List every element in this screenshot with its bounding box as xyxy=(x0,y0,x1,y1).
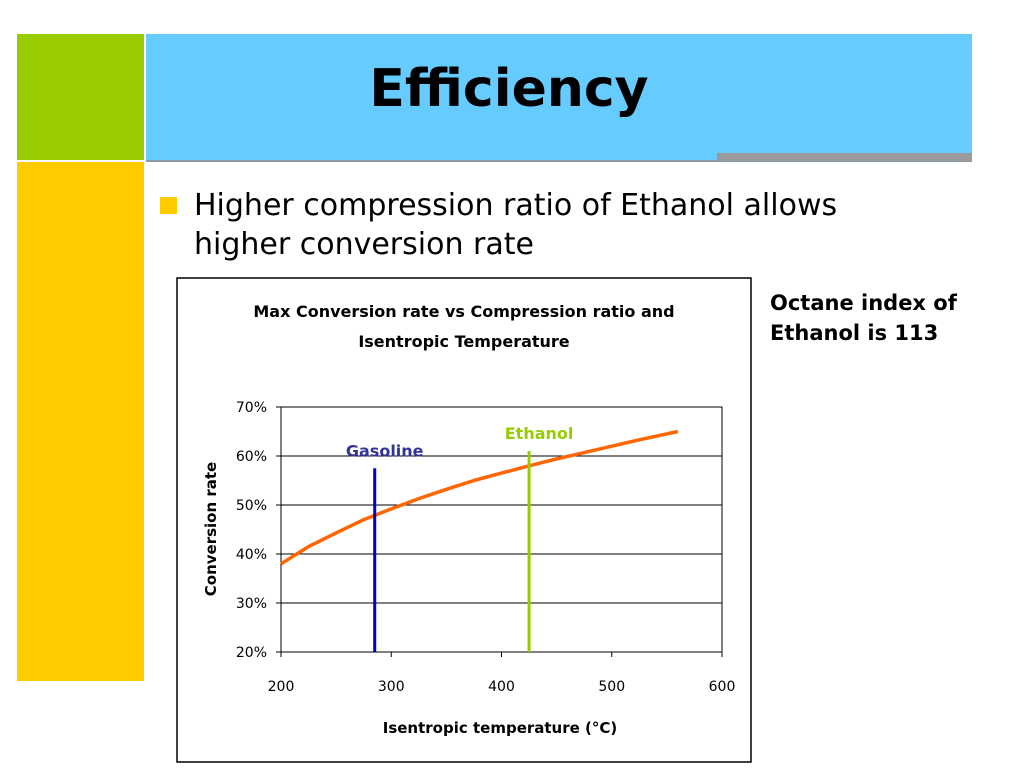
ethanol-label: Ethanol xyxy=(505,424,574,443)
y-tick-label: 30% xyxy=(236,596,267,612)
x-tick-label: 300 xyxy=(378,679,405,695)
title-bar xyxy=(146,34,972,160)
side-note: Octane index of Ethanol is 113 xyxy=(770,291,957,345)
chart-frame xyxy=(176,277,752,763)
x-tick-label: 600 xyxy=(709,679,736,695)
y-tick-label: 20% xyxy=(236,645,267,661)
x-tick-label: 500 xyxy=(598,679,625,695)
chart-title-line-1: Max Conversion rate vs Compression ratio… xyxy=(253,302,674,321)
slide-title: Efficiency xyxy=(369,59,649,119)
y-tick-label: 70% xyxy=(236,400,267,416)
yellow-accent-block xyxy=(17,162,144,681)
y-axis-label: Conversion rate xyxy=(202,462,220,596)
bullet-text: Higher compression ratio of Ethanol allo… xyxy=(194,188,838,262)
series-line xyxy=(280,429,679,566)
x-tick-label: 400 xyxy=(488,679,515,695)
title-divider xyxy=(146,160,972,162)
plot-area: 20% 30% 40% 50% 60% 70% 200 300 400 500 600 Gasolin… xyxy=(236,400,735,695)
y-tick-label: 40% xyxy=(236,547,267,563)
green-accent-block xyxy=(17,34,144,160)
x-axis-label: Isentropic temperature (°C) xyxy=(383,719,618,737)
gasoline-label: Gasoline xyxy=(346,441,424,460)
bullet-square-icon xyxy=(160,197,177,214)
gray-accent-bar xyxy=(717,153,972,161)
x-tick-label: 200 xyxy=(268,679,295,695)
y-tick-label: 50% xyxy=(236,498,267,514)
y-tick-label: 60% xyxy=(236,449,267,465)
chart-title-line-2: Isentropic Temperature xyxy=(358,332,569,351)
